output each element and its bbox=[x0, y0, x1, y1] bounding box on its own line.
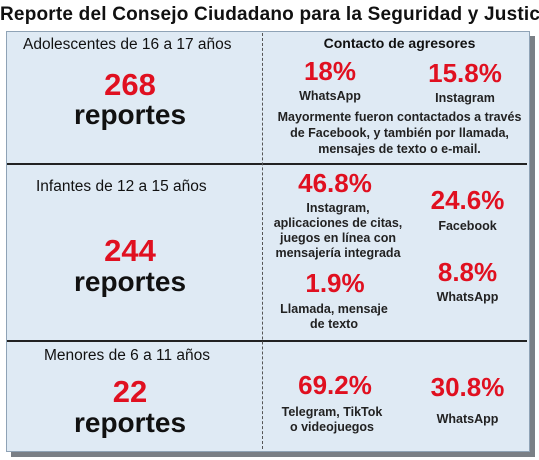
section-2-stat-3-pct: 1.9% bbox=[305, 268, 365, 298]
section-2-count: 244 bbox=[104, 233, 156, 268]
section-1-stat-1-pct: 18% bbox=[303, 56, 357, 86]
column-divider bbox=[262, 33, 263, 449]
section-3-label: Menores de 6 a 11 años bbox=[44, 347, 211, 364]
section-2-stat-2-pct: 24.6% bbox=[430, 185, 505, 215]
section-divider-2 bbox=[7, 340, 527, 342]
section-2-stat-4-pct: 8.8% bbox=[437, 257, 498, 287]
section-1-count-word: reportes bbox=[73, 99, 187, 130]
section-2-stat-3-platform: Llamada, mensaje de texto bbox=[280, 302, 388, 331]
right-column-header: Contacto de agresores bbox=[323, 35, 476, 51]
section-2-stat-4-platform: WhatsApp bbox=[436, 290, 499, 304]
section-1-stat-1-platform: WhatsApp bbox=[299, 89, 361, 103]
section-divider-1 bbox=[7, 163, 527, 165]
section-2-label: Infantes de 12 a 15 años bbox=[36, 178, 207, 195]
section-1-count: 268 bbox=[104, 67, 156, 102]
section-2-stat-1-platform: Instagram, aplicaciones de citas, juegos… bbox=[273, 201, 403, 260]
section-1-stat-2-platform: Instagram bbox=[435, 91, 495, 105]
section-2-stat-1-pct: 46.8% bbox=[298, 168, 372, 198]
section-2-count-word: reportes bbox=[73, 266, 187, 297]
section-1-stat-2-pct: 15.8% bbox=[428, 58, 502, 88]
section-3-stat-1-platform: Telegram, TikTok o videojuegos bbox=[281, 405, 383, 434]
section-3-count: 22 bbox=[112, 374, 148, 409]
section-1-note: Mayormente fueron contactados a través d… bbox=[277, 110, 522, 156]
report-title: Reporte del Consejo Ciudadano para la Se… bbox=[0, 4, 539, 25]
section-3-stat-1-pct: 69.2% bbox=[298, 370, 372, 400]
section-3-stat-2-platform: WhatsApp bbox=[436, 412, 499, 426]
section-3-count-word: reportes bbox=[73, 407, 187, 438]
section-3-stat-2-pct: 30.8% bbox=[430, 372, 505, 402]
report-panel bbox=[6, 31, 530, 452]
section-2-stat-2-platform: Facebook bbox=[438, 219, 497, 233]
section-1-label: Adolescentes de 16 a 17 años bbox=[23, 36, 232, 53]
